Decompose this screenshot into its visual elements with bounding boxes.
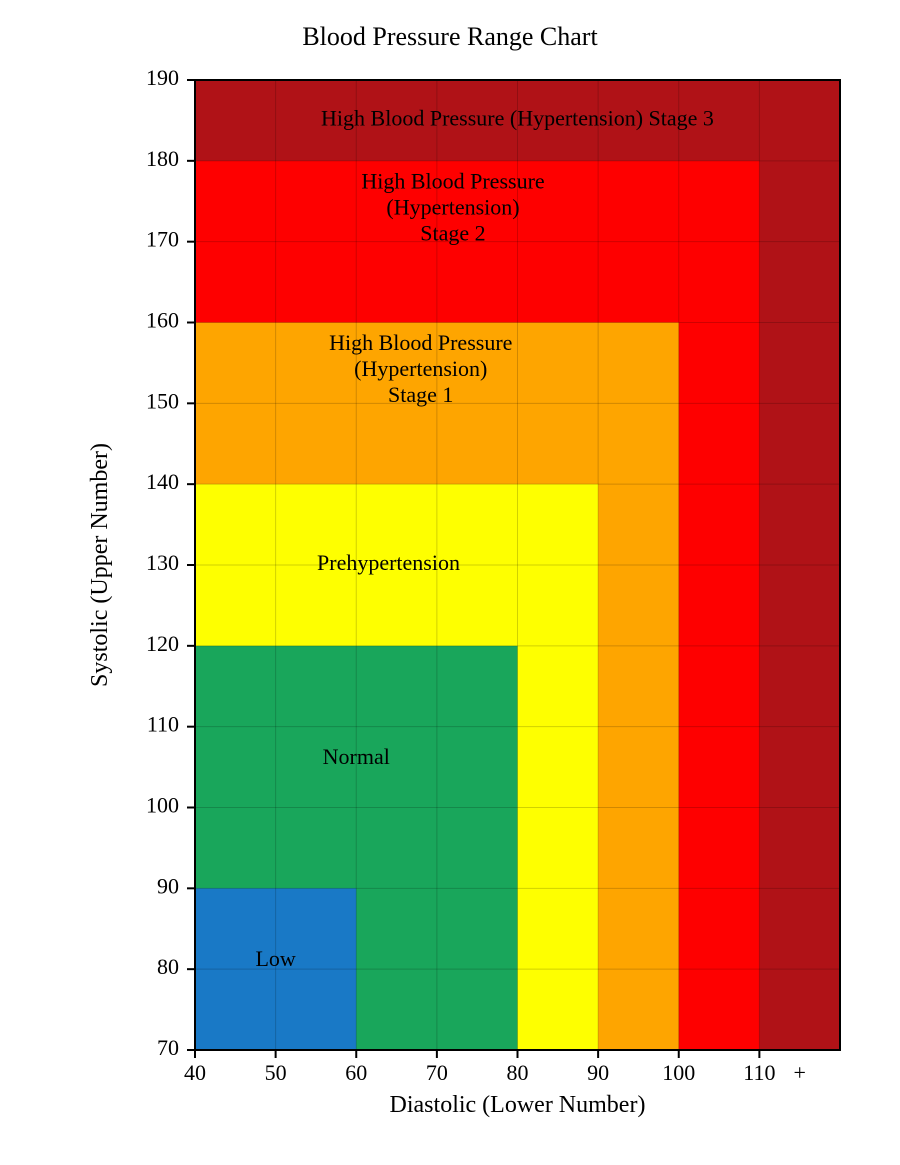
region-label-low: Low [255,946,295,971]
y-tick-label: 80 [157,954,179,979]
y-tick-label: 100 [146,793,179,818]
y-tick-label: 110 [147,712,179,737]
x-tick-label: 100 [662,1060,695,1085]
chart-title: Blood Pressure Range Chart [302,22,598,51]
region-label-stage2: Stage 2 [420,220,485,245]
y-tick-label: 70 [157,1035,179,1060]
y-tick-label: 130 [146,550,179,575]
region-label-stage1: High Blood Pressure [329,330,512,355]
region-label-normal: Normal [323,744,390,769]
y-tick-label: 140 [146,469,179,494]
bp-chart-svg: High Blood Pressure (Hypertension) Stage… [0,0,900,1165]
x-tick-label-plus: + [793,1060,805,1085]
y-tick-label: 160 [146,308,179,333]
x-tick-label: 80 [507,1060,529,1085]
x-axis-label: Diastolic (Lower Number) [390,1092,646,1118]
y-tick-label: 170 [146,227,179,252]
region-label-stage2: High Blood Pressure [361,168,544,193]
x-tick-label: 70 [426,1060,448,1085]
y-tick-label: 90 [157,873,179,898]
y-tick-label: 190 [146,65,179,90]
region-label-stage1: (Hypertension) [354,356,487,381]
y-tick-label: 150 [146,388,179,413]
region-label-stage3: High Blood Pressure (Hypertension) Stage… [321,105,714,130]
x-tick-label: 50 [265,1060,287,1085]
y-tick-label: 180 [146,146,179,171]
x-tick-label: 60 [345,1060,367,1085]
x-tick-label: 90 [587,1060,609,1085]
region-label-stage1: Stage 1 [388,382,453,407]
region-label-prehypertension: Prehypertension [317,550,460,575]
x-tick-label: 110 [743,1060,775,1085]
page: High Blood Pressure (Hypertension) Stage… [0,0,900,1165]
region-label-stage2: (Hypertension) [386,194,519,219]
y-tick-label: 120 [146,631,179,656]
x-tick-label: 40 [184,1060,206,1085]
y-axis-label: Systolic (Upper Number) [87,443,113,687]
